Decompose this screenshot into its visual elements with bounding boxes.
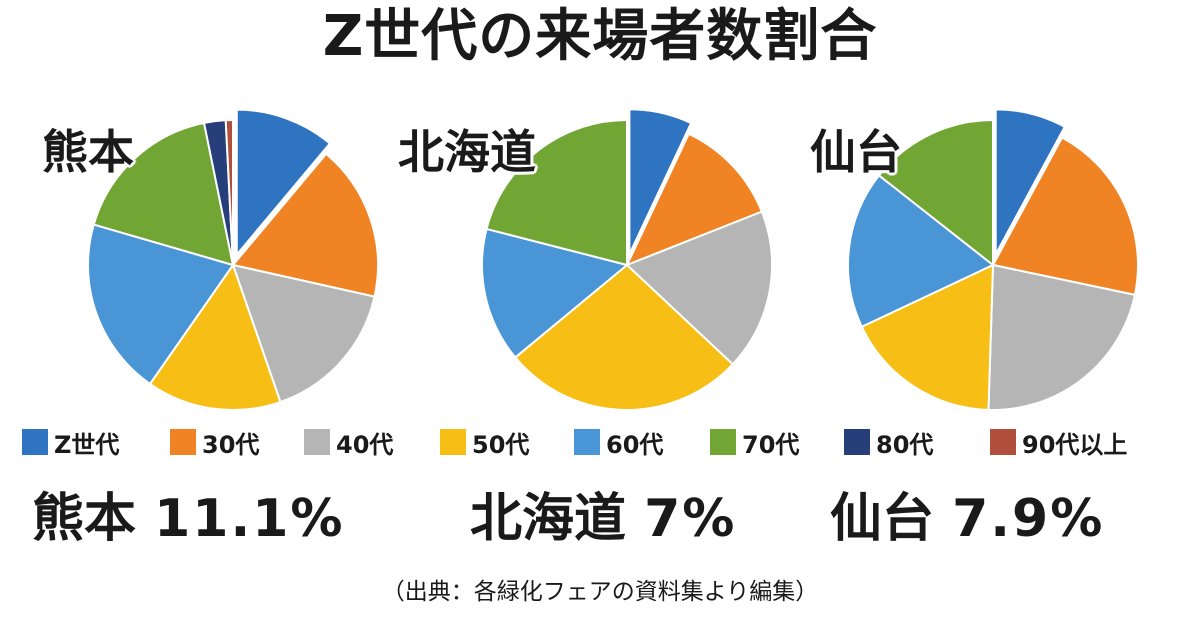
stat-value: 7% — [644, 489, 737, 549]
legend-item: 30代 — [170, 424, 259, 460]
stat-kumamoto: 熊本 11.1% — [32, 484, 345, 554]
chart-title: Z世代の来場者数割合 — [322, 4, 878, 69]
pie-slice-kumamoto-1 — [232, 152, 379, 298]
legend-label: 80代 — [876, 430, 934, 459]
legend-label: 30代 — [202, 430, 260, 459]
stat-value: 11.1% — [154, 489, 345, 549]
pie-slice-kumamoto-4 — [87, 223, 234, 385]
pie-slice-sendai-4 — [847, 174, 994, 328]
pie-slice-sendai-1 — [992, 136, 1139, 296]
legend-item: 40代 — [304, 424, 393, 460]
legend-label: 90代以上 — [1022, 430, 1128, 459]
pie-slice-hokkaido-5 — [485, 119, 628, 266]
legend: Z世代 30代 40代 50代 60代 70代 80代 90代以上 — [0, 424, 1200, 460]
legend-swatch — [170, 429, 196, 455]
legend-item: 90代以上 — [990, 424, 1127, 460]
pie-hokkaido — [481, 108, 773, 411]
pie-slice-hokkaido-4 — [481, 227, 628, 359]
pie-slice-sendai-3 — [860, 264, 994, 411]
legend-label: 70代 — [742, 430, 800, 459]
stat-hokkaido: 北海道 7% — [470, 484, 736, 554]
legend-item: 50代 — [440, 424, 529, 460]
pie-sendai — [847, 108, 1139, 411]
legend-label: 50代 — [472, 430, 530, 459]
legend-swatch — [440, 429, 466, 455]
pie-slice-kumamoto-2 — [232, 264, 376, 404]
legend-swatch — [710, 429, 736, 455]
legend-item: 60代 — [574, 424, 663, 460]
pie-slice-hokkaido-2 — [626, 210, 773, 366]
pie-slice-sendai-5 — [877, 119, 994, 266]
legend-item: Z世代 — [22, 424, 119, 460]
pie-kumamoto — [87, 108, 379, 411]
pie-slice-kumamoto-3 — [149, 264, 282, 411]
pie-label-kumamoto: 熊本 — [42, 125, 134, 179]
legend-swatch — [844, 429, 870, 455]
pie-slice-sendai-0 — [994, 108, 1066, 256]
legend-swatch — [22, 429, 48, 455]
legend-label: 60代 — [606, 430, 664, 459]
pie-slice-hokkaido-1 — [626, 132, 763, 266]
source-note: （出典：各緑化フェアの資料集より編集） — [381, 579, 819, 605]
pie-slice-kumamoto-0 — [235, 108, 331, 256]
legend-item: 70代 — [710, 424, 799, 460]
legend-item: 80代 — [844, 424, 933, 460]
stat-place: 仙台 — [830, 489, 935, 549]
pie-slice-kumamoto-5 — [92, 121, 234, 266]
legend-swatch — [990, 429, 1016, 455]
pie-label-hokkaido: 北海道 — [398, 125, 536, 179]
stat-sendai: 仙台 7.9% — [830, 484, 1104, 554]
legend-swatch — [574, 429, 600, 455]
legend-label: 40代 — [336, 430, 394, 459]
stat-place: 熊本 — [32, 489, 137, 549]
pie-slice-hokkaido-3 — [514, 264, 734, 411]
legend-label: Z世代 — [54, 430, 120, 459]
pie-slice-sendai-2 — [987, 264, 1136, 411]
stat-place: 北海道 — [470, 489, 627, 549]
pie-slice-kumamoto-7 — [224, 118, 234, 266]
stat-value: 7.9% — [952, 489, 1105, 549]
pie-label-sendai: 仙台 — [810, 125, 902, 179]
pie-slice-hokkaido-0 — [628, 108, 693, 256]
legend-swatch — [304, 429, 330, 455]
